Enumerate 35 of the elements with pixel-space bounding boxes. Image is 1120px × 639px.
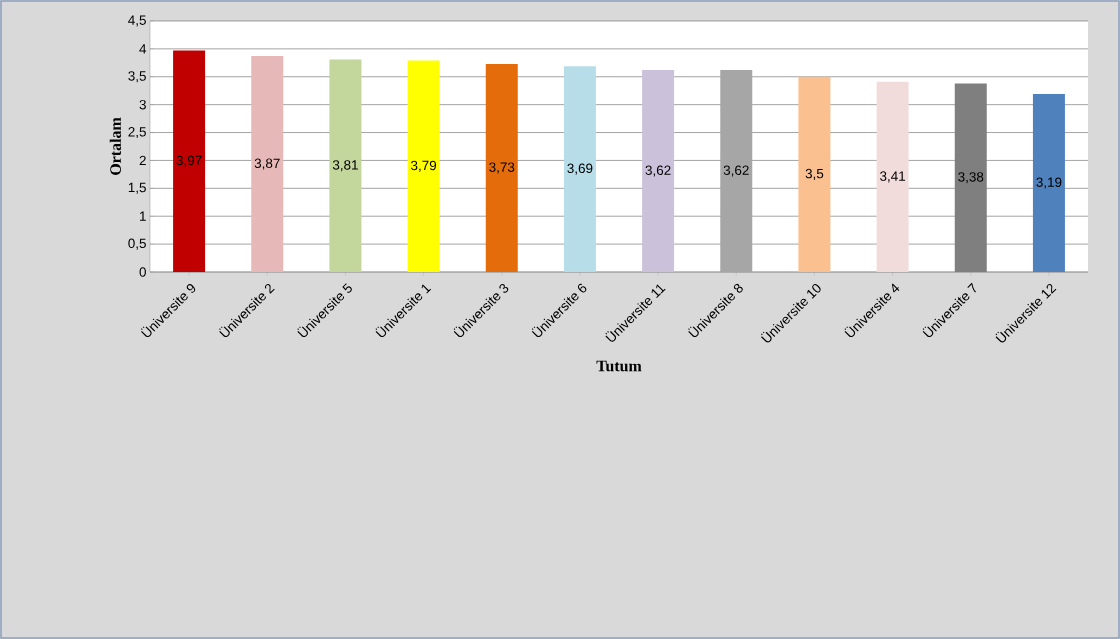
bar [173, 50, 206, 272]
data-label: 3,19 [1036, 177, 1062, 189]
y-tick-label: 2,5 [128, 126, 146, 139]
data-label: 3,79 [411, 160, 437, 172]
data-label: 3,41 [880, 171, 906, 183]
y-tick-label: 3 [139, 99, 146, 110]
bar [876, 81, 909, 272]
y-tick-label: 3,5 [128, 71, 146, 83]
data-label: 3,73 [489, 162, 515, 174]
y-tick-label: 4,5 [128, 15, 146, 27]
y-tick-label: 0,5 [128, 238, 146, 250]
y-tick-label: 1,5 [128, 182, 146, 194]
bar [1032, 94, 1065, 272]
bar [407, 60, 440, 272]
bar [485, 63, 518, 272]
data-label: 3,62 [645, 165, 671, 177]
data-label: 3,38 [958, 172, 984, 184]
bar [329, 59, 362, 272]
data-label: 3,62 [723, 165, 749, 177]
y-axis-title: Ortalam [109, 117, 121, 175]
data-label: 3,97 [176, 155, 202, 167]
bar [251, 56, 284, 272]
y-tick-label: 4 [139, 44, 147, 54]
data-label: 3,5 [805, 168, 824, 180]
data-label: 3,87 [254, 158, 280, 170]
data-label: 3,81 [332, 160, 358, 172]
bar [720, 70, 753, 272]
y-tick-label: 0 [139, 267, 146, 277]
bar [642, 70, 675, 272]
bar [563, 66, 596, 272]
bar [798, 76, 831, 272]
data-label: 3,69 [567, 163, 593, 175]
y-tick-label: 1 [140, 211, 146, 221]
x-axis-title: Tutum [596, 360, 642, 372]
y-tick-label: 2 [139, 155, 146, 166]
